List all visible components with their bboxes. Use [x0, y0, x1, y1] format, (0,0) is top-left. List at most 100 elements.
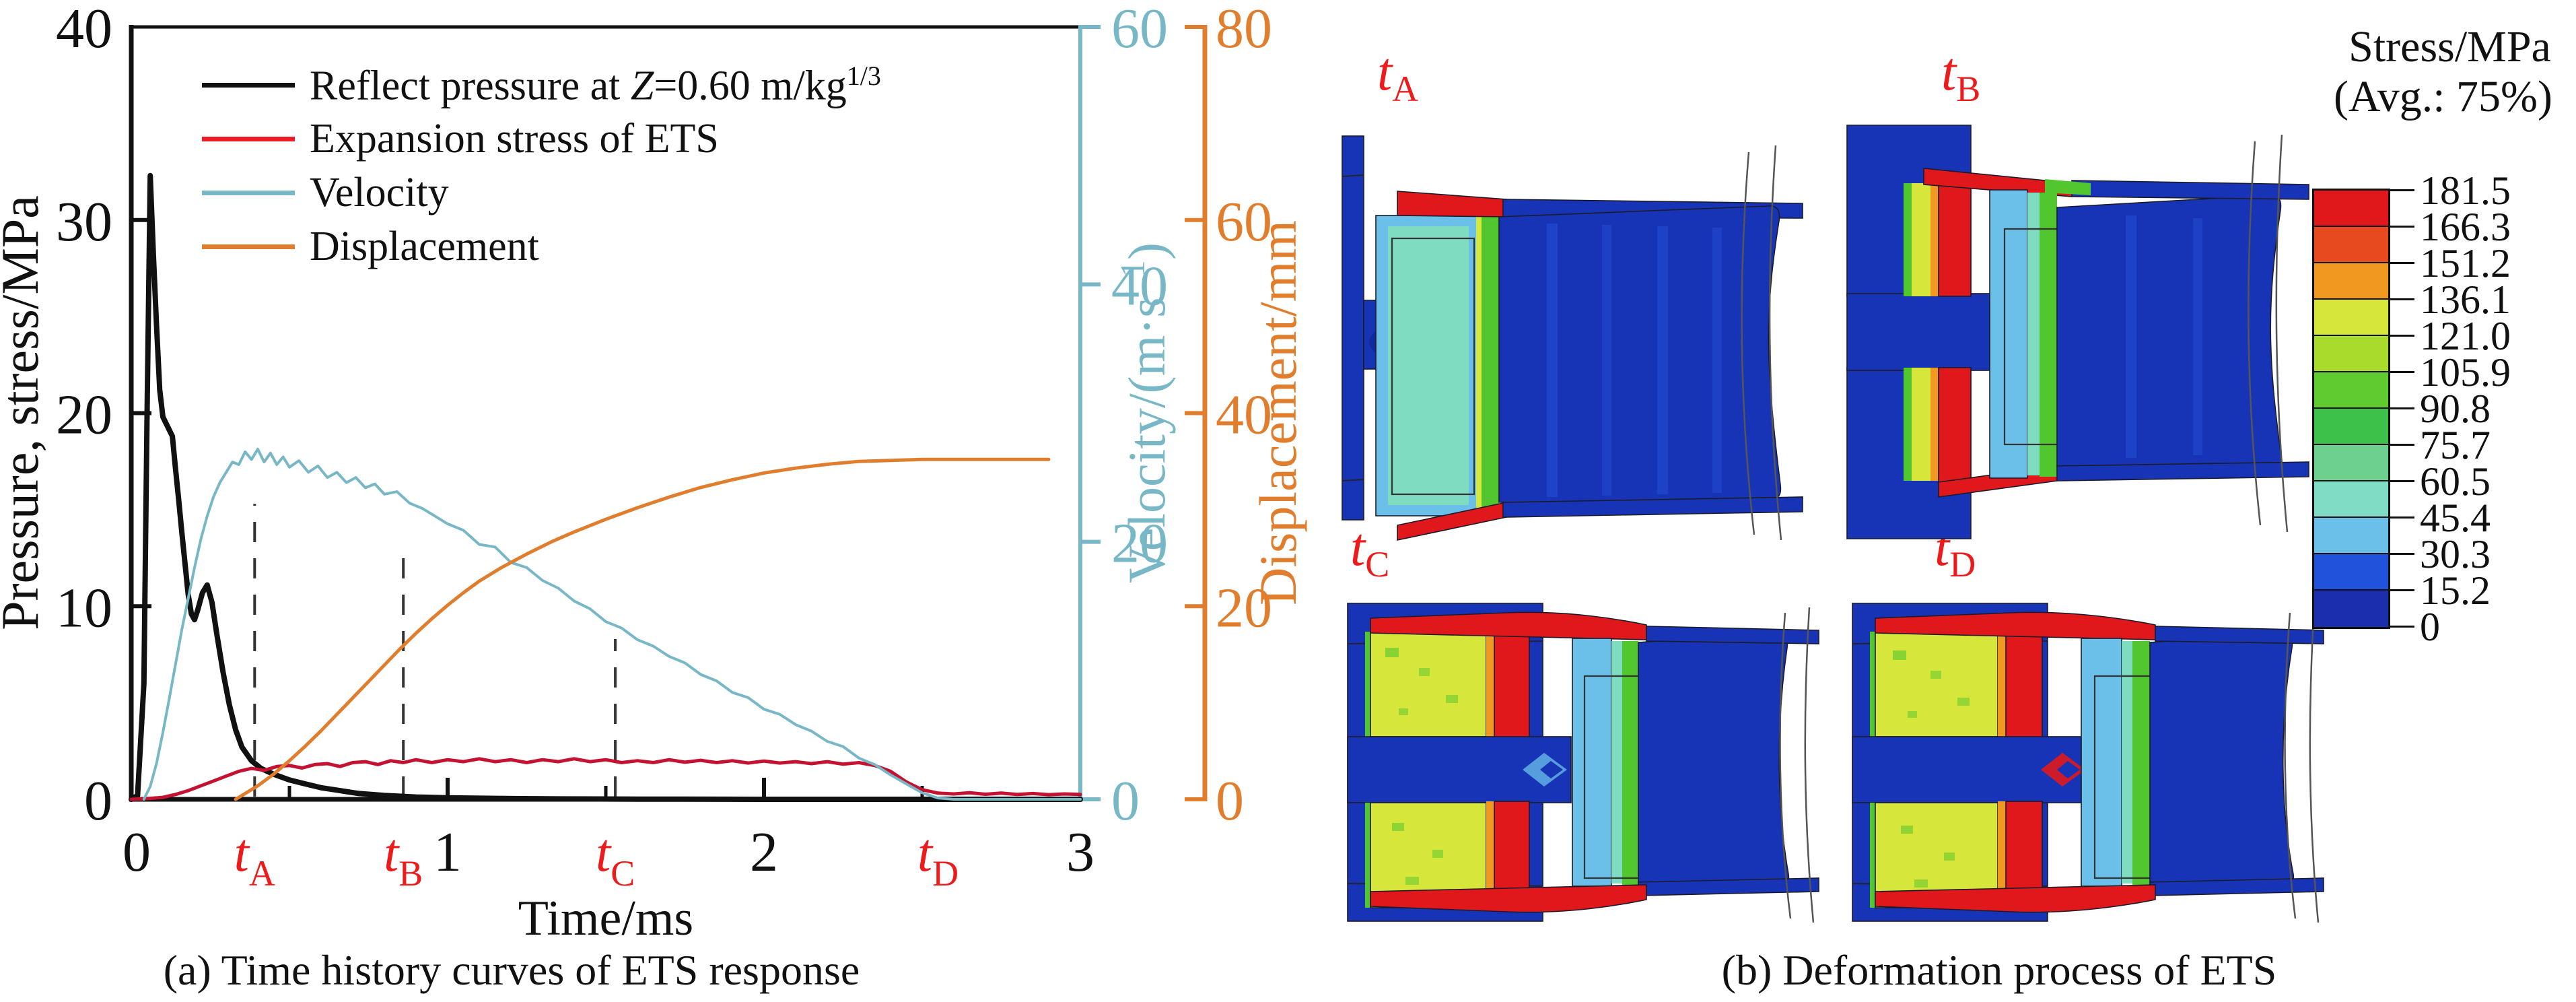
legend-line-reflect-pressure	[202, 82, 295, 88]
y-left-tick-label: 30	[56, 191, 112, 253]
x-marker-label-tb: tB	[384, 824, 423, 894]
colorbar-tick-label: 121.0	[2420, 314, 2511, 358]
displacement-tick-label: 0	[1216, 770, 1244, 832]
stress-bands-top	[1904, 168, 2073, 297]
caption-panel-a: (a) Time history curves of ETS response	[163, 946, 860, 994]
x-marker-label-ta: tA	[234, 824, 275, 894]
displacement-tick-label: 80	[1216, 0, 1272, 60]
colorbar-segment	[2314, 591, 2388, 627]
colorbar-segment	[2314, 336, 2388, 372]
legend-label-velocity: Velocity	[310, 169, 449, 215]
displacement-axis-title: Displacement/mm	[1249, 220, 1307, 605]
colorbar-tick	[2390, 626, 2414, 628]
colorbar-tick-label: 30.3	[2420, 532, 2491, 576]
die-outline	[1741, 145, 1782, 541]
y-left-tick-label: 0	[84, 770, 112, 832]
legend-label-expansion-stress: Expansion stress of ETS	[310, 115, 719, 162]
colorbar-tick	[2390, 226, 2414, 228]
snapshot-tb-image	[1846, 125, 2309, 539]
piston	[1852, 736, 2085, 803]
tube-body	[1875, 611, 2324, 913]
colorbar-tick-label: 15.2	[2420, 568, 2491, 613]
colorbar-tick	[2390, 444, 2414, 446]
caption-panel-b: (b) Deformation process of ETS	[1721, 946, 2277, 994]
colorbar-tick	[2390, 298, 2414, 300]
velocity-tick-label: 0	[1111, 770, 1140, 832]
colorbar-subtitle: (Avg.: 75%)	[2333, 72, 2553, 121]
velocity-tick-label: 20	[1111, 512, 1168, 575]
colorbar-tick	[2390, 516, 2414, 519]
snapshot-label-ta: tA	[1377, 42, 1419, 109]
colorbar-tick	[2390, 480, 2414, 482]
colorbar-segment	[2314, 518, 2388, 554]
snapshot-label-tb: tB	[1941, 42, 1981, 109]
legend-item-reflect-pressure: Reflect pressure at Z=0.60 m/kg1/3	[202, 58, 881, 112]
y-left-tick-label: 20	[56, 384, 112, 446]
snapshot-label-tc: tC	[1350, 518, 1390, 584]
y-left-axis-title: Pressure, stress/MPa	[0, 195, 49, 630]
colorbar-tick	[2390, 335, 2414, 337]
expansion-zone	[1375, 213, 1499, 517]
colorbar-segment	[2314, 409, 2388, 445]
x-marker-label-td: tD	[917, 824, 959, 894]
series-expansion-stress	[129, 757, 1082, 801]
velocity-tick-label: 60	[1111, 0, 1168, 60]
colorbar-segment	[2314, 263, 2388, 300]
colorbar-tick-label: 0	[2420, 605, 2440, 649]
snapshot-td-image	[1852, 603, 2324, 923]
colorbar-tick	[2390, 407, 2414, 409]
velocity-axis-title: Velocity/(m·s−1)	[1114, 242, 1176, 583]
colorbar-title: Stress/MPa	[2348, 22, 2551, 71]
displacement-tick-label: 60	[1216, 191, 1272, 253]
x-tick-label: 3	[1066, 821, 1094, 883]
colorbar-tick	[2390, 589, 2414, 591]
chart-legend: Reflect pressure at Z=0.60 m/kg1/3 Expan…	[202, 58, 881, 273]
colorbar-tick-label: 105.9	[2420, 350, 2511, 395]
series-velocity	[142, 448, 1082, 801]
colorbar-tick-label: 166.3	[2420, 205, 2511, 249]
velocity-tick-label: 40	[1111, 255, 1168, 317]
legend-label-reflect-pressure: Reflect pressure at Z=0.60 m/kg1/3	[310, 60, 881, 109]
tube-body	[1989, 179, 2309, 481]
colorbar-segment	[2314, 372, 2388, 409]
x-tick-label: 1	[433, 821, 462, 883]
stress-colorbar: 181.5 166.3 151.2 136.1 121.0 105.9 90.8 75.7 60…	[2312, 170, 2568, 660]
colorbar-segment	[2314, 191, 2388, 227]
x-tick-label: 2	[750, 821, 778, 883]
x-axis-title: Time/ms	[518, 891, 694, 946]
colorbar-tick-label: 75.7	[2420, 423, 2491, 467]
snapshot-ta-image	[1342, 135, 1803, 541]
x-marker-label-tc: tC	[596, 824, 635, 894]
displacement-tick-label: 20	[1216, 576, 1272, 639]
left-plate	[1342, 135, 1364, 521]
colorbar-tick-label: 136.1	[2420, 277, 2511, 322]
colorbar-segment	[2314, 481, 2388, 518]
x-tick-label: 0	[123, 821, 151, 883]
displacement-tick-label: 40	[1216, 384, 1272, 446]
colorbar-tick	[2390, 371, 2414, 373]
colorbar-segment	[2314, 554, 2388, 591]
y-left-tick-label: 40	[56, 0, 112, 60]
colorbar-tick-label: 181.5	[2420, 168, 2511, 213]
series-displacement	[234, 457, 1051, 801]
legend-item-displacement: Displacement	[202, 220, 881, 273]
legend-item-velocity: Velocity	[202, 166, 881, 220]
die-outline	[2284, 607, 2320, 923]
y-left-tick-label: 10	[56, 576, 112, 639]
die-outline	[2248, 134, 2289, 533]
colorbar-tick	[2390, 189, 2414, 191]
colorbar-tick	[2390, 553, 2414, 555]
snapshot-tc-image	[1347, 603, 1819, 923]
colorbar-tick	[2390, 262, 2414, 264]
piston	[1347, 736, 1572, 803]
tube-body	[1370, 611, 1819, 913]
legend-item-expansion-stress: Expansion stress of ETS	[202, 112, 881, 166]
colorbar-gradient	[2312, 189, 2390, 629]
colorbar-tick-label: 151.2	[2420, 241, 2511, 286]
legend-line-expansion-stress	[202, 136, 295, 141]
colorbar-segment	[2314, 227, 2388, 263]
colorbar-tick-label: 90.8	[2420, 387, 2491, 431]
tube-body	[1397, 191, 1803, 541]
die-outline	[1779, 607, 1815, 923]
